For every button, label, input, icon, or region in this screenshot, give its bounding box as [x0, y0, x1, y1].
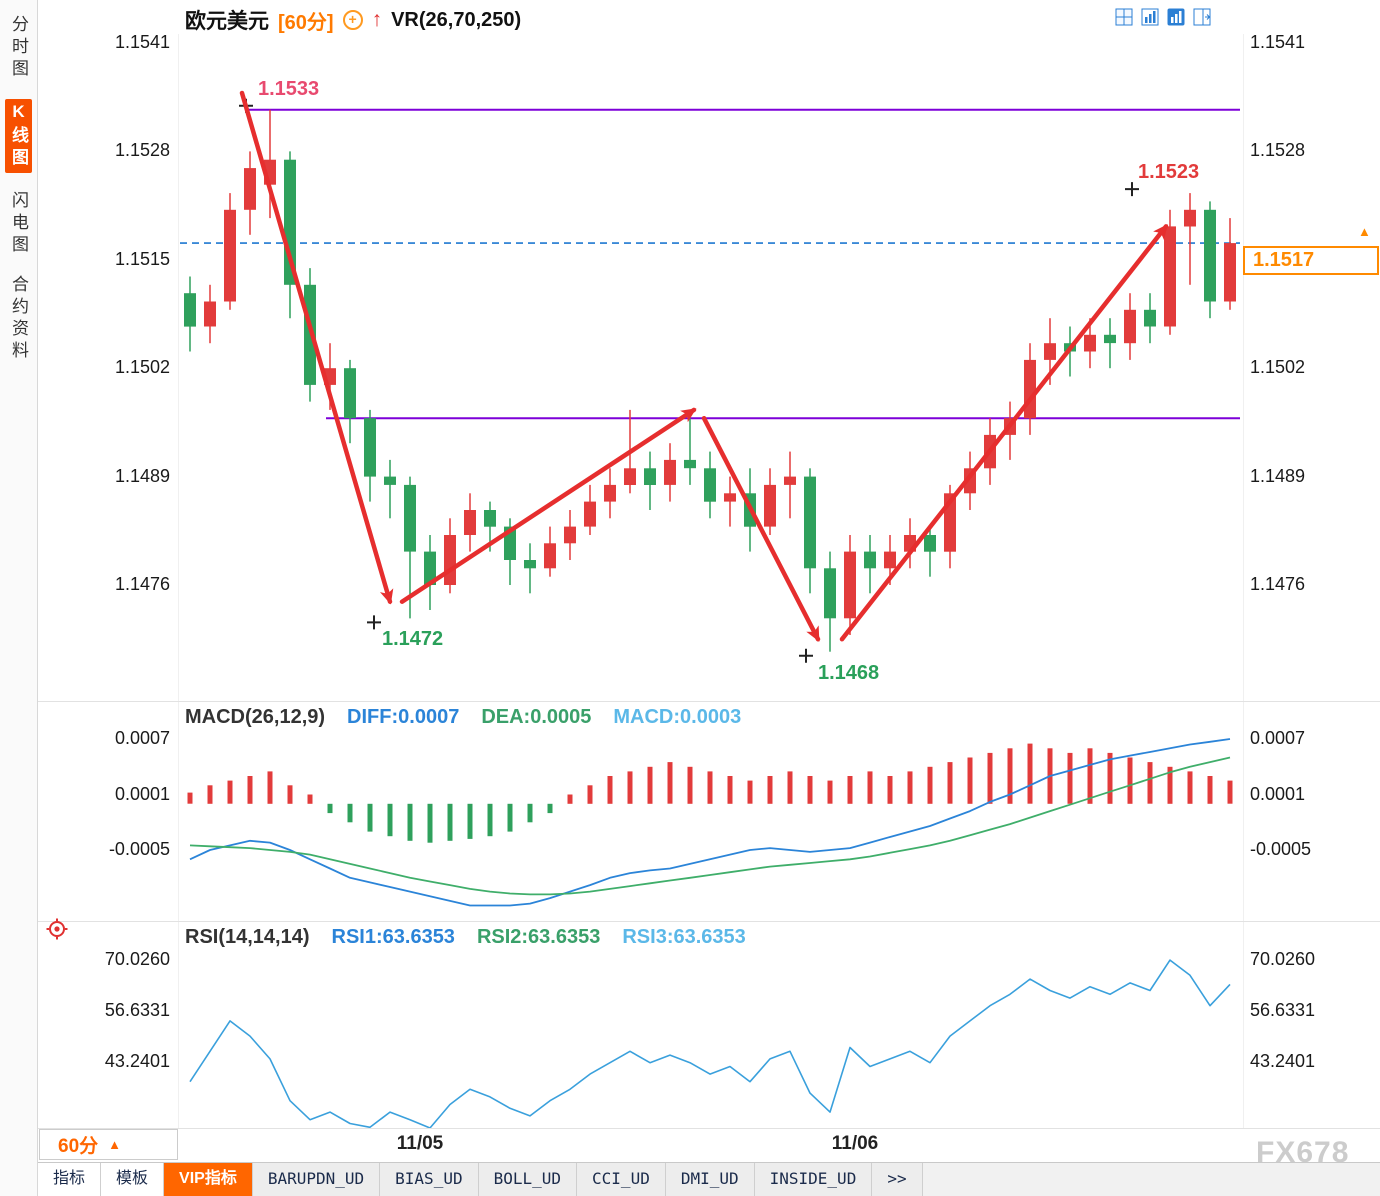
rsi-axis-label: 43.2401	[104, 1050, 170, 1071]
sidebar-item-kline[interactable]: K线图	[5, 99, 32, 173]
swing-label: 1.1468	[818, 661, 880, 684]
rsi-axis-label: 56.6331	[104, 999, 170, 1020]
macd-axis-label: 0.0007	[114, 728, 170, 748]
footer-tab-9[interactable]: >>	[872, 1163, 923, 1196]
up-arrow-icon: ↑	[371, 8, 383, 31]
footer-tab-2[interactable]: VIP指标	[164, 1163, 253, 1196]
macd-axis-label: 0.0001	[1250, 783, 1306, 804]
price-axis-label: 1.1489	[1250, 465, 1306, 486]
price-axis-label: 1.1502	[114, 357, 170, 378]
footer-tab-5[interactable]: BOLL_UD	[478, 1163, 578, 1196]
sidebar-item-timeshare[interactable]: 分时图	[9, 15, 28, 81]
footer-tab-4[interactable]: BIAS_UD	[380, 1163, 479, 1196]
price-axis-label: 1.1541	[114, 32, 170, 52]
symbol-title: 欧元美元	[185, 10, 269, 33]
plot-left-border	[178, 34, 179, 1128]
price-axis-label: 1.1528	[114, 140, 170, 161]
plot-right-border	[1243, 34, 1244, 1128]
macd-axis-label: -0.0005	[108, 839, 170, 859]
footer-tab-8[interactable]: INSIDE_UD	[754, 1163, 873, 1196]
rsi2-value: RSI2:63.6353	[476, 926, 601, 948]
current-price-tag: 1.1517	[1243, 246, 1379, 275]
rsi-axis-label: 56.6331	[1250, 999, 1316, 1020]
sidebar: 分时图 K线图闪电图合约资料	[0, 0, 38, 1196]
macd-title: MACD(26,12,9)	[185, 706, 326, 728]
rsi1-value: RSI1:63.6353	[331, 926, 455, 948]
panel-divider	[38, 701, 1380, 702]
macd-axis-label: 0.0001	[114, 783, 170, 804]
price-axis-label: 1.1528	[1250, 140, 1306, 161]
price-axis-label: 1.1502	[1250, 357, 1306, 378]
macd-macd-value: MACD:0.0003	[613, 706, 742, 728]
rsi-axis-label: 70.0260	[104, 949, 170, 969]
price-axis-label: 1.1476	[114, 574, 170, 594]
price-axis-label: 1.1515	[114, 248, 170, 269]
footer-tab-1[interactable]: 模板	[101, 1163, 165, 1196]
footer-tab-bar: 指标 模板 VIP指标 BARUPDN_UD BIAS_UD BOLL_UD CCI_UD D…	[38, 1162, 1380, 1196]
period-selector[interactable]: 60分 ▲	[39, 1129, 178, 1160]
rsi3-value: RSI3:63.6353	[622, 926, 746, 948]
plus-circle-icon[interactable]: +	[342, 10, 363, 30]
active-panel-icon[interactable]	[1167, 8, 1185, 26]
footer-tab-3[interactable]: BARUPDN_UD	[252, 1163, 381, 1196]
vr-indicator-label: VR(26,70,250)	[391, 8, 522, 31]
period-selector-label: 60分	[58, 1136, 99, 1157]
rsi-axis-label: 70.0260	[1250, 949, 1316, 969]
sun-indicator-icon[interactable]	[46, 918, 68, 940]
rsi-header: RSI(14,14,14) RSI1:63.6353 RSI2:63.6353 …	[185, 926, 746, 949]
macd-axis-label: 0.0007	[1250, 728, 1306, 748]
macd-dea-value: DEA:0.0005	[481, 706, 592, 728]
chart-header: 欧元美元 [60分] + ↑ VR(26,70,250)	[185, 5, 521, 35]
macd-axis-label: -0.0005	[1250, 839, 1312, 859]
price-axis-label: 1.1541	[1250, 32, 1306, 52]
rsi-title: RSI(14,14,14)	[185, 926, 310, 948]
price-axis-label: 1.1489	[114, 465, 170, 486]
chart-toolbar	[1115, 8, 1211, 26]
footer-tab-0[interactable]: 指标	[38, 1163, 102, 1196]
macd-diff-value: DIFF:0.0007	[347, 706, 460, 728]
grid-layout-icon[interactable]	[1115, 8, 1133, 26]
date-label: 11/05	[396, 1133, 444, 1154]
swing-label: 1.1472	[382, 628, 444, 651]
swing-label: 1.1523	[1138, 161, 1200, 184]
panel-divider	[38, 921, 1380, 922]
swing-label: 1.1533	[258, 77, 320, 100]
footer-tab-6[interactable]: CCI_UD	[577, 1163, 666, 1196]
macd-header: MACD(26,12,9) DIFF:0.0007 DEA:0.0005 MAC…	[185, 706, 741, 729]
chevron-up-icon: ▲	[108, 1137, 122, 1152]
rsi-axis-label: 43.2401	[1250, 1050, 1316, 1071]
period-label[interactable]: [60分]	[278, 11, 334, 34]
sidebar-item-flash[interactable]: 闪电图	[9, 191, 28, 257]
sidebar-item-contract-info[interactable]: 合约资料	[9, 275, 28, 363]
date-label: 11/06	[831, 1133, 879, 1154]
footer-tab-7[interactable]: DMI_UD	[665, 1163, 755, 1196]
bar-panels-icon[interactable]	[1141, 8, 1159, 26]
split-right-icon[interactable]	[1193, 8, 1211, 26]
price-axis-label: 1.1476	[1250, 574, 1306, 594]
panel-divider	[38, 1128, 1380, 1129]
price-marker-icon: ▲	[1358, 224, 1371, 239]
